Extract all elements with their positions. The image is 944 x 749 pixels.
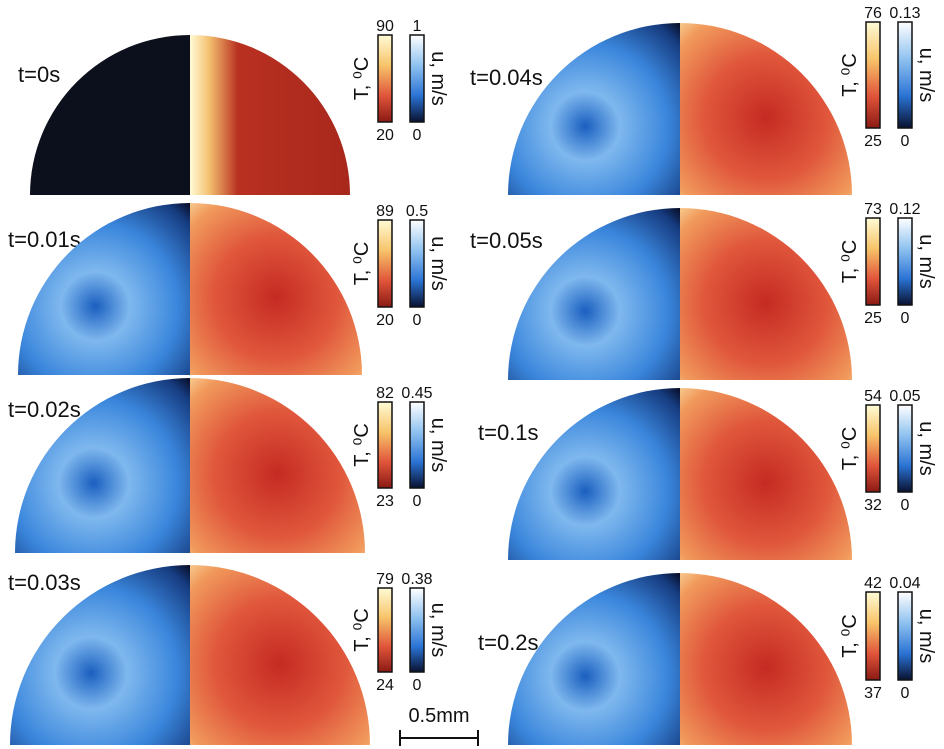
- temperature-axis-label: T, ⁰C: [351, 608, 373, 652]
- time-label: t=0.01s: [8, 227, 81, 252]
- velocity-max: 1: [413, 18, 422, 35]
- temperature-field: [190, 203, 362, 375]
- velocity-colorbar: [410, 35, 424, 122]
- temperature-max: 79: [376, 571, 394, 588]
- velocity-colorbar: [898, 22, 912, 128]
- temperature-axis-label: T, ⁰C: [839, 614, 861, 658]
- velocity-min: 0: [413, 312, 422, 329]
- temperature-min: 37: [864, 685, 882, 702]
- velocity-field: [508, 573, 680, 745]
- temperature-min: 23: [376, 493, 394, 510]
- temperature-max: 54: [864, 388, 882, 405]
- time-label: t=0.1s: [478, 420, 539, 445]
- time-label: t=0s: [18, 62, 60, 87]
- velocity-axis-label: u, m/s: [915, 609, 937, 663]
- velocity-colorbar: [410, 220, 424, 307]
- temperature-max: 82: [376, 385, 394, 402]
- temperature-min: 25: [864, 310, 882, 327]
- temperature-field: [190, 378, 365, 553]
- velocity-axis-label: u, m/s: [427, 236, 449, 290]
- velocity-axis-label: u, m/s: [427, 51, 449, 105]
- temperature-colorbar: [378, 402, 392, 488]
- temperature-min: 24: [376, 677, 394, 694]
- velocity-max: 0.38: [401, 571, 432, 588]
- velocity-min: 0: [901, 497, 910, 514]
- velocity-max: 0.12: [889, 201, 920, 218]
- temperature-colorbar: [378, 35, 392, 122]
- temperature-max: 90: [376, 18, 394, 35]
- velocity-max: 0.04: [889, 575, 920, 592]
- time-label: t=0.03s: [8, 570, 81, 595]
- temperature-colorbar: [378, 588, 392, 672]
- velocity-min: 0: [413, 127, 422, 144]
- velocity-field: [30, 35, 190, 195]
- temperature-colorbar: [866, 405, 880, 492]
- velocity-max: 0.5: [406, 203, 428, 220]
- temperature-colorbar: [378, 220, 392, 307]
- figure: 0.5mm t=0s T, ⁰C u, m/s 90 20 1 0 t=0.01s T, ⁰C u…: [0, 0, 944, 749]
- time-label: t=0.04s: [470, 65, 543, 90]
- velocity-min: 0: [901, 310, 910, 327]
- velocity-min: 0: [901, 133, 910, 150]
- temperature-max: 76: [864, 5, 882, 22]
- velocity-axis-label: u, m/s: [915, 234, 937, 288]
- velocity-min: 0: [413, 493, 422, 510]
- temperature-field: [680, 23, 852, 195]
- velocity-colorbar: [410, 402, 424, 488]
- velocity-colorbar: [898, 405, 912, 492]
- velocity-colorbar: [410, 588, 424, 672]
- velocity-min: 0: [413, 677, 422, 694]
- temperature-axis-label: T, ⁰C: [351, 242, 373, 286]
- velocity-min: 0: [901, 685, 910, 702]
- velocity-axis-label: u, m/s: [427, 418, 449, 472]
- temperature-max: 73: [864, 201, 882, 218]
- temperature-max: 89: [376, 203, 394, 220]
- temperature-field: [680, 208, 852, 380]
- velocity-colorbar: [898, 592, 912, 680]
- temperature-colorbar: [866, 592, 880, 680]
- temperature-axis-label: T, ⁰C: [351, 57, 373, 101]
- velocity-axis-label: u, m/s: [427, 603, 449, 657]
- velocity-max: 0.13: [889, 5, 920, 22]
- velocity-axis-label: u, m/s: [915, 421, 937, 475]
- velocity-colorbar: [898, 218, 912, 305]
- velocity-max: 0.45: [401, 385, 432, 402]
- velocity-field: [508, 388, 680, 560]
- velocity-field: [508, 23, 680, 195]
- temperature-axis-label: T, ⁰C: [351, 423, 373, 467]
- velocity-max: 0.05: [889, 388, 920, 405]
- temperature-field: [680, 388, 852, 560]
- temperature-min: 20: [376, 312, 394, 329]
- temperature-axis-label: T, ⁰C: [839, 240, 861, 284]
- velocity-axis-label: u, m/s: [915, 48, 937, 102]
- time-label: t=0.2s: [478, 630, 539, 655]
- scale-bar-label: 0.5mm: [408, 705, 469, 727]
- temperature-min: 25: [864, 133, 882, 150]
- temperature-axis-label: T, ⁰C: [839, 427, 861, 471]
- temperature-colorbar: [866, 218, 880, 305]
- time-label: t=0.02s: [8, 397, 81, 422]
- temperature-colorbar: [866, 22, 880, 128]
- temperature-field: [190, 565, 370, 745]
- temperature-min: 32: [864, 497, 882, 514]
- temperature-field: [190, 35, 350, 195]
- temperature-field: [680, 573, 852, 745]
- time-label: t=0.05s: [470, 228, 543, 253]
- temperature-max: 42: [864, 575, 882, 592]
- temperature-axis-label: T, ⁰C: [839, 53, 861, 97]
- temperature-min: 20: [376, 127, 394, 144]
